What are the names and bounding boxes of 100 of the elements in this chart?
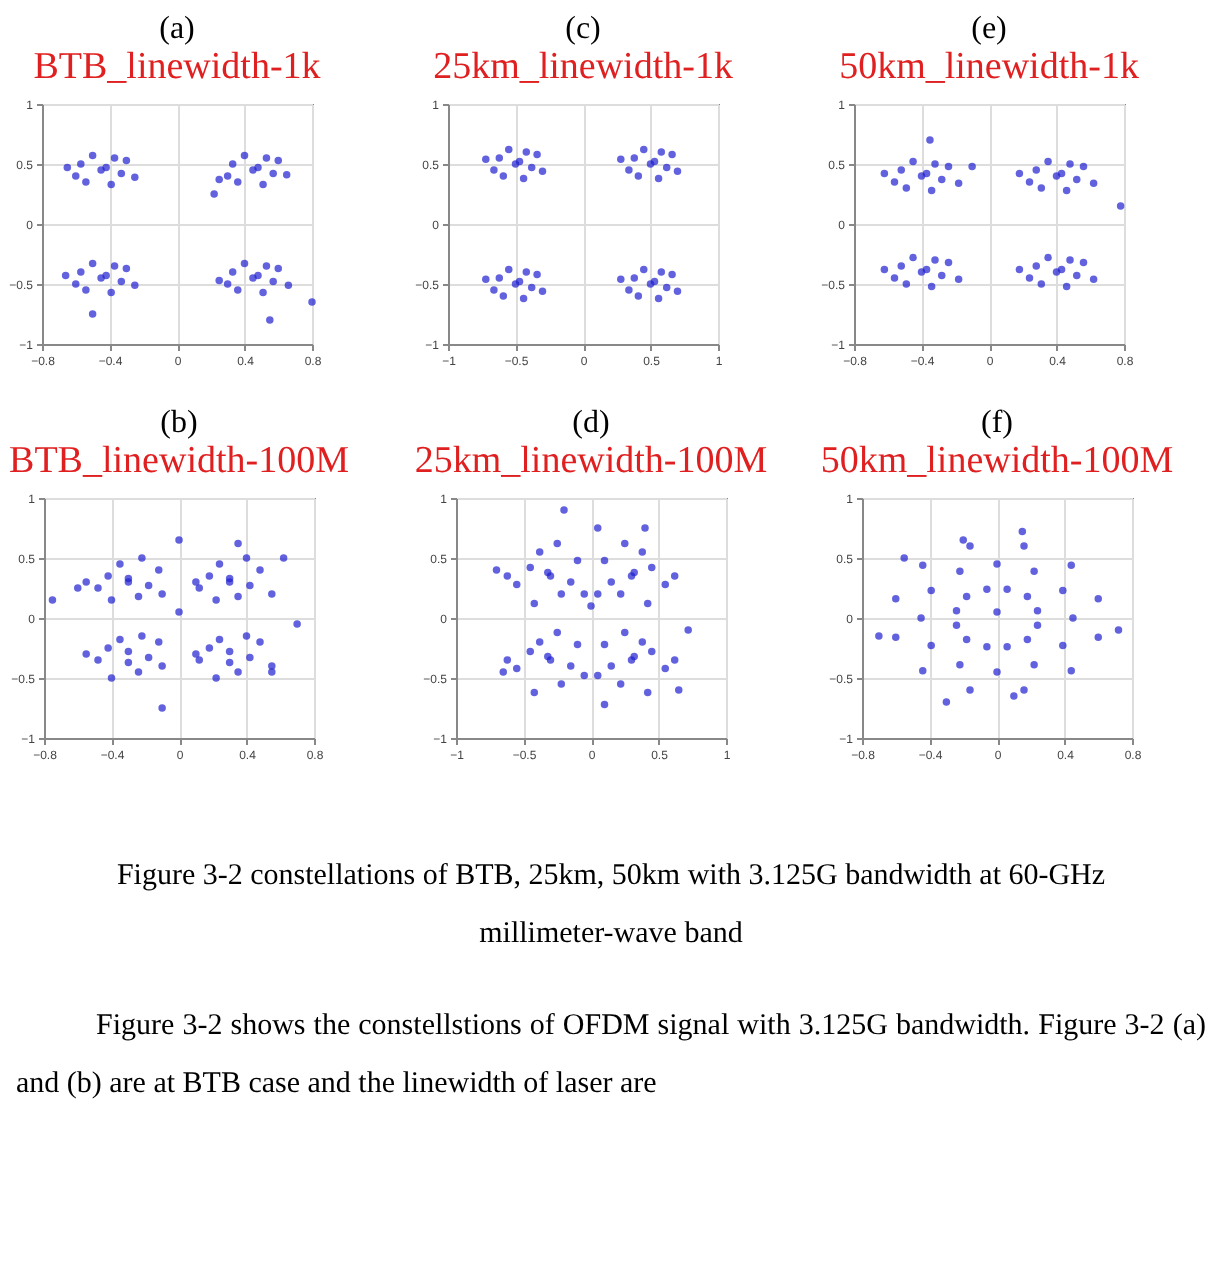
point xyxy=(617,275,625,283)
point xyxy=(1069,614,1077,622)
point xyxy=(1020,686,1028,694)
point xyxy=(254,271,262,280)
point xyxy=(919,667,927,675)
point xyxy=(880,169,889,178)
point xyxy=(513,580,521,589)
point xyxy=(617,155,625,163)
point xyxy=(959,536,967,544)
point xyxy=(527,283,536,292)
point xyxy=(513,664,521,673)
point xyxy=(648,647,656,656)
point xyxy=(195,656,203,664)
point xyxy=(662,163,671,172)
point xyxy=(607,578,615,586)
point xyxy=(643,688,652,697)
point xyxy=(1044,157,1052,166)
point xyxy=(931,256,939,264)
point xyxy=(259,180,267,189)
point xyxy=(625,286,633,294)
point xyxy=(657,268,666,276)
point xyxy=(1059,641,1067,650)
point xyxy=(1067,667,1075,675)
point xyxy=(573,640,582,649)
point xyxy=(61,271,70,280)
point xyxy=(892,595,900,603)
point xyxy=(1066,256,1074,264)
point xyxy=(1023,635,1032,644)
point xyxy=(94,584,102,592)
point xyxy=(1114,626,1123,634)
point xyxy=(499,292,508,300)
point xyxy=(1116,202,1125,210)
point xyxy=(952,607,961,615)
point xyxy=(158,704,166,712)
point xyxy=(625,166,633,174)
point xyxy=(640,145,648,154)
point xyxy=(580,590,588,598)
point xyxy=(212,596,220,604)
point xyxy=(573,556,582,565)
point xyxy=(492,566,501,574)
point xyxy=(900,554,908,562)
point xyxy=(117,169,126,178)
point xyxy=(274,264,282,273)
point xyxy=(1003,585,1011,593)
point xyxy=(482,155,490,163)
point xyxy=(956,661,964,669)
point xyxy=(234,539,242,548)
point xyxy=(587,602,595,610)
chart-subtitle: 25km_linewidth-1k xyxy=(433,46,734,88)
point xyxy=(890,274,899,282)
point xyxy=(557,590,566,598)
point xyxy=(638,638,647,646)
point xyxy=(482,275,490,283)
point xyxy=(124,658,133,667)
caption: Figure 3-2 shows the constellstions of OFDM signal with 3.125G bandwidth. Figure 3-2 (a) and (b) are at BTB case and the linewidth of laser are xyxy=(16,1008,1206,1103)
point xyxy=(673,167,682,175)
point xyxy=(538,167,547,175)
point xyxy=(600,640,609,649)
point xyxy=(1023,592,1032,601)
point xyxy=(938,271,946,280)
point xyxy=(533,150,541,159)
point xyxy=(63,163,72,172)
point xyxy=(225,647,234,656)
point xyxy=(72,172,80,180)
point xyxy=(634,172,643,180)
point xyxy=(897,262,905,270)
point xyxy=(661,664,669,673)
point xyxy=(242,632,251,640)
point xyxy=(48,596,57,604)
point xyxy=(640,265,648,274)
point xyxy=(134,668,143,676)
chart-subtitle: BTB_linewidth-1k xyxy=(33,46,322,88)
point xyxy=(1066,160,1074,168)
point xyxy=(1057,169,1066,178)
point xyxy=(927,186,936,195)
chart-title: (f) xyxy=(981,406,1013,440)
point xyxy=(1094,595,1102,603)
point xyxy=(944,258,953,267)
point xyxy=(1057,265,1066,274)
point xyxy=(522,268,531,276)
point xyxy=(122,264,131,273)
point xyxy=(107,674,116,682)
point xyxy=(519,294,528,303)
point xyxy=(942,698,951,706)
point xyxy=(535,548,544,556)
point xyxy=(1032,166,1040,174)
point xyxy=(616,590,625,598)
point xyxy=(490,286,498,294)
point xyxy=(82,286,90,294)
point xyxy=(922,169,931,178)
point xyxy=(215,276,223,285)
point xyxy=(117,277,126,286)
point xyxy=(927,282,936,291)
point xyxy=(144,581,153,590)
chart-subtitle: 25km_linewidth-100M xyxy=(414,440,768,482)
point xyxy=(621,539,629,548)
point xyxy=(215,560,224,568)
point xyxy=(205,572,214,580)
point xyxy=(138,632,146,640)
point xyxy=(503,656,512,664)
